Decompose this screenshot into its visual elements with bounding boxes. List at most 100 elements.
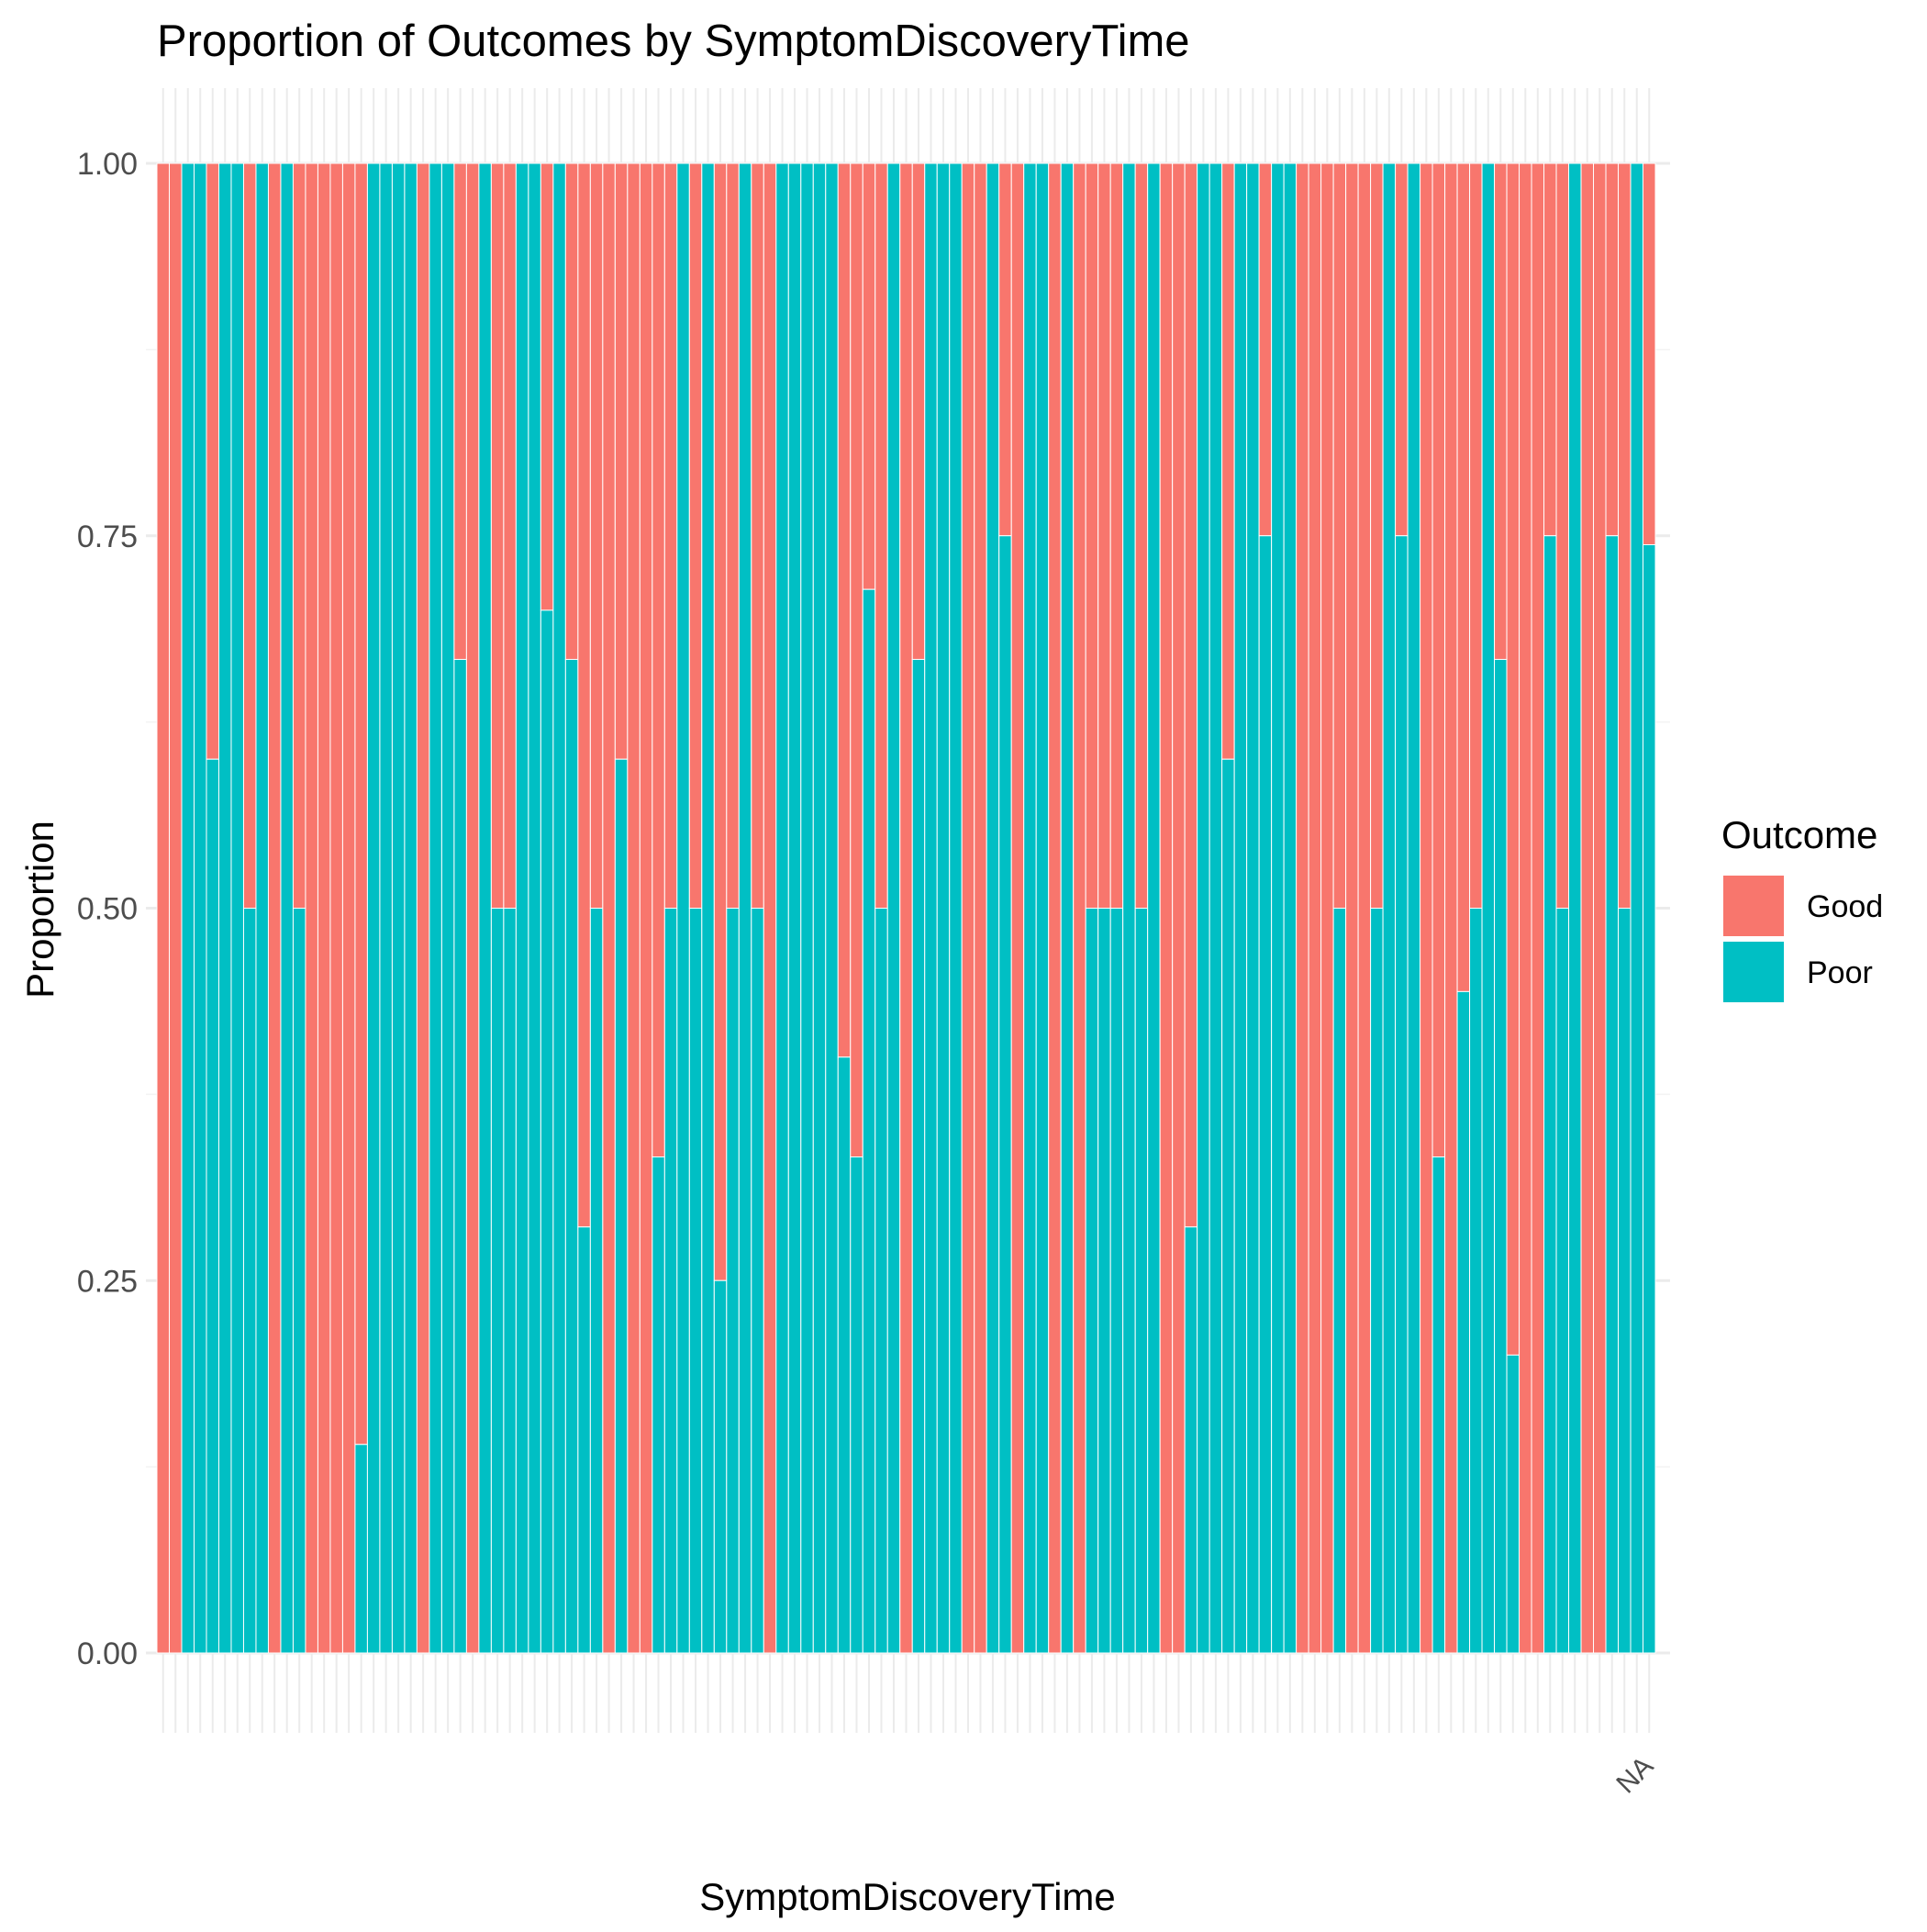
bar-good [354,162,368,1446]
bar-poor [490,908,505,1654]
bar-poor [1085,908,1099,1654]
bar-good [899,162,913,1654]
bar-poor [1209,162,1223,1654]
bar-good [1221,162,1235,760]
legend-label-poor: Poor [1807,955,1873,990]
bar-good [267,162,282,1654]
bar-good [465,162,480,1654]
bar-poor [837,1056,852,1654]
chart-title: Proportion of Outcomes by SymptomDiscove… [157,17,1190,66]
bar-good [168,162,183,1654]
bar-poor [1506,1354,1520,1654]
bar-good [1357,162,1372,1654]
bar-poor [986,162,1000,1654]
bar-poor [1035,162,1050,1654]
bar-poor [217,162,232,1654]
bar-poor [292,908,306,1654]
bar-poor [366,162,381,1654]
bar-good [1643,162,1656,545]
bar-poor [552,162,566,1654]
bar-good [206,162,219,760]
bar-good [862,162,876,590]
bar-good [627,162,640,1654]
bar-poor [862,588,876,1654]
bar-good [1134,162,1149,909]
bar-poor [751,908,764,1654]
legend: Outcome Good Poor [1721,813,1883,1002]
bar-good [663,162,678,909]
legend-title: Outcome [1721,813,1877,856]
bar-poor [193,162,207,1654]
bar-poor [1271,162,1285,1654]
bar-good [751,162,764,909]
bar-layer [156,162,1656,1654]
bar-poor [1221,758,1235,1654]
bar-poor [726,908,740,1654]
bar-poor [515,162,529,1654]
bar-good [1073,162,1086,1654]
bar-good [1184,162,1198,1228]
bar-good [317,162,331,1654]
y-axis-ticks: 0.00 0.25 0.50 0.75 1.00 [77,147,138,1671]
bar-good [1494,162,1508,660]
bar-poor [230,162,244,1654]
y-tick-label: 0.75 [77,519,138,554]
bar-good [1345,162,1359,1654]
bar-poor [787,162,802,1654]
bar-poor [404,162,418,1654]
bar-poor [1605,535,1620,1654]
bar-good [614,162,629,760]
bar-poor [478,162,492,1654]
bar-poor [998,535,1012,1654]
bar-good [1605,162,1620,537]
x-tick-label: NA [1610,1751,1659,1800]
bar-good [1085,162,1099,909]
bar-good [1010,162,1025,1654]
bar-good [1048,162,1062,1654]
bar-poor [589,908,604,1654]
bar-good [1444,162,1458,1654]
bar-good [961,162,975,1654]
bar-poor [713,1279,728,1654]
bar-good [589,162,604,909]
bar-good [329,162,343,1654]
bar-good [1308,162,1322,1654]
bar-poor [440,162,455,1654]
bar-poor [1097,908,1111,1654]
bar-good [1580,162,1595,1654]
y-tick-label: 0.00 [77,1636,138,1671]
bar-good [1332,162,1347,909]
bar-poor [614,758,629,1654]
bar-good [874,162,888,909]
bar-poor [1184,1226,1198,1654]
bar-good [1519,162,1532,1654]
bar-poor [453,658,467,1654]
bar-poor [1618,908,1632,1654]
bar-poor [1332,908,1347,1654]
bar-good [1109,162,1124,909]
bar-poor [1382,162,1397,1654]
y-tick-label: 0.25 [77,1264,138,1299]
bar-poor [738,162,752,1654]
bar-poor [1147,162,1161,1654]
bar-poor [701,162,715,1654]
bar-poor [1258,535,1273,1654]
bar-good [1593,162,1607,1654]
bar-poor [1233,162,1248,1654]
bar-poor [1283,162,1298,1654]
bar-poor [911,658,926,1654]
bar-poor [1568,162,1582,1654]
bar-poor [1643,543,1656,1654]
bar-poor [1555,908,1570,1654]
bar-good [503,162,517,909]
bar-good [1506,162,1520,1356]
bar-poor [564,658,579,1654]
bar-good [837,162,852,1058]
bar-poor [825,162,839,1654]
y-tick-label: 0.50 [77,892,138,927]
bar-poor [540,609,554,1654]
bar-poor [206,758,219,1654]
bar-good [242,162,257,909]
bar-good [490,162,505,909]
